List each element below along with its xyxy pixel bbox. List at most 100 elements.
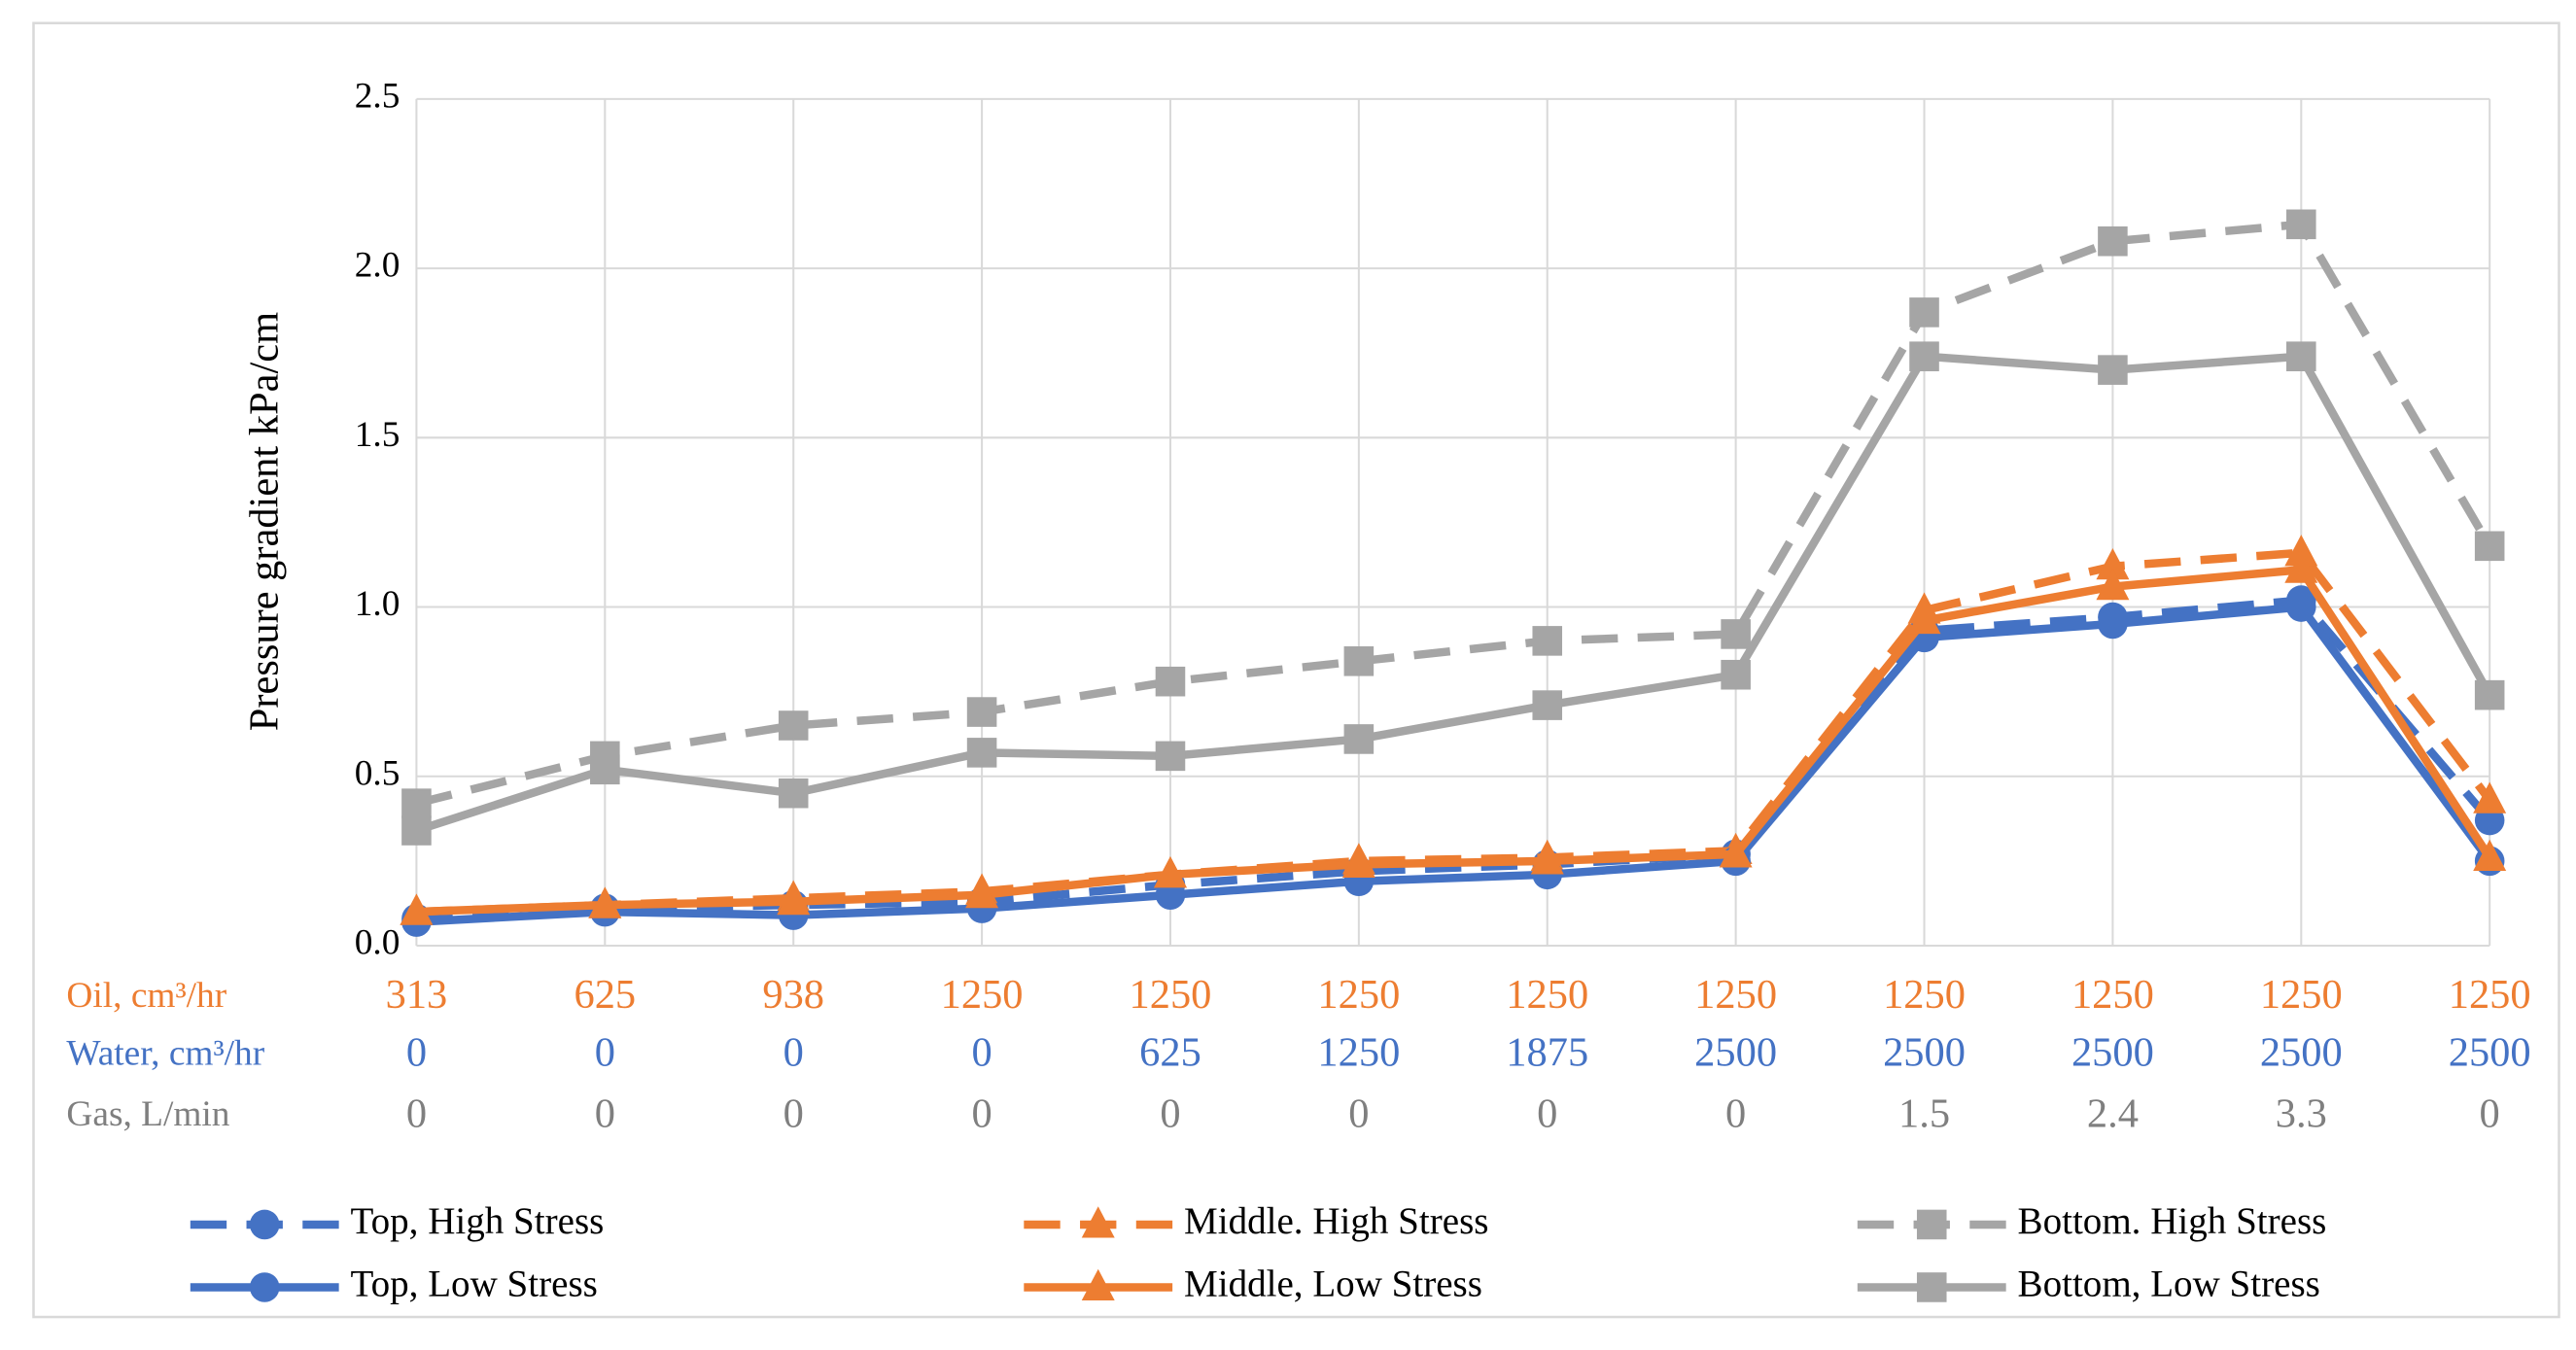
marker [2474, 531, 2505, 562]
marker [2096, 568, 2130, 601]
x-tick-label: 1250 [1130, 972, 1212, 1018]
marker [2096, 548, 2130, 580]
y-axis-title: Pressure gradient kPa/cm [241, 312, 287, 731]
y-tick-label: 1.0 [355, 584, 400, 624]
x-tick-label: 1250 [1883, 972, 1966, 1018]
y-tick-label: 2.5 [355, 76, 400, 116]
x-tick-label: 0 [783, 1029, 804, 1075]
marker [2473, 839, 2507, 871]
marker [965, 877, 999, 909]
x-tick-label: 0 [1348, 1090, 1369, 1136]
marker [2284, 535, 2318, 567]
marker [1721, 619, 1751, 649]
marker [966, 738, 997, 768]
x-tick-label: 0 [1537, 1090, 1557, 1136]
x-tick-label: 2500 [2260, 1029, 2343, 1075]
marker [2098, 355, 2128, 385]
x-tick-label: 313 [386, 972, 448, 1018]
marker [1081, 1268, 1115, 1301]
marker [2473, 781, 2507, 813]
y-tick-label: 0.5 [355, 753, 400, 793]
x-tick-label: 0 [1160, 1090, 1180, 1136]
x-tick-label: 2500 [1694, 1029, 1777, 1075]
marker [778, 778, 809, 809]
marker [1719, 836, 1753, 868]
marker [1155, 741, 1186, 772]
x-tick-label: 1250 [1317, 1029, 1400, 1075]
x-tick-label: 0 [595, 1029, 615, 1075]
y-tick-label: 2.0 [355, 246, 400, 286]
category-row-title: Gas, L/min [66, 1094, 229, 1134]
series-line [416, 603, 2493, 926]
marker [1532, 626, 1563, 656]
marker [401, 815, 432, 846]
x-tick-label: 1250 [1317, 972, 1400, 1018]
x-tick-label: 0 [783, 1090, 804, 1136]
marker [2098, 608, 2128, 640]
marker [2474, 679, 2505, 710]
x-tick-label: 2500 [2449, 1029, 2531, 1075]
x-tick-label: 0 [406, 1090, 427, 1136]
marker [1916, 1272, 1947, 1302]
marker [1081, 1206, 1115, 1238]
legend-label: Middle, Low Stress [1184, 1263, 1482, 1304]
x-tick-label: 938 [762, 972, 824, 1018]
x-tick-label: 0 [595, 1090, 615, 1136]
x-tick-label: 0 [971, 1029, 992, 1075]
marker [1532, 690, 1563, 720]
marker [1909, 341, 1939, 371]
series-line [415, 220, 2493, 808]
y-tick-label: 1.5 [355, 415, 400, 455]
marker [249, 1209, 280, 1240]
marker [2098, 225, 2128, 257]
marker [1341, 846, 1375, 878]
marker [1343, 646, 1375, 676]
x-tick-label: 1250 [2449, 972, 2531, 1018]
x-tick-label: 1250 [941, 972, 1024, 1018]
marker [778, 710, 809, 741]
x-tick-label: 1250 [2071, 972, 2154, 1018]
marker [400, 893, 434, 925]
x-tick-label: 3.3 [2276, 1090, 2327, 1136]
marker [1721, 659, 1751, 690]
marker [1530, 843, 1564, 875]
marker [1155, 666, 1186, 697]
x-tick-label: 2500 [1883, 1029, 1966, 1075]
x-tick-label: 2.4 [2087, 1090, 2139, 1136]
y-tick-label: 0.0 [355, 923, 400, 963]
x-tick-label: 0 [2480, 1090, 2500, 1136]
marker [1916, 1209, 1947, 1240]
x-tick-label: 625 [1139, 1029, 1201, 1075]
x-tick-label: 0 [406, 1029, 427, 1075]
legend-label: Top, Low Stress [351, 1263, 598, 1304]
x-tick-label: 1250 [2260, 972, 2343, 1018]
marker [590, 754, 620, 785]
series-line [416, 565, 2493, 917]
legend-label: Top, High Stress [351, 1200, 605, 1242]
category-row-title: Water, cm³/hr [66, 1033, 264, 1073]
marker [1153, 856, 1187, 888]
marker [2286, 592, 2316, 622]
marker [1343, 724, 1375, 754]
marker [2286, 341, 2316, 371]
x-tick-label: 2500 [2071, 1029, 2154, 1075]
series-line [415, 352, 2493, 835]
x-tick-label: 0 [1725, 1090, 1746, 1136]
legend-label: Bottom. High Stress [2018, 1200, 2327, 1242]
category-row-title: Oil, cm³/hr [66, 976, 226, 1016]
x-tick-label: 1250 [1506, 972, 1588, 1018]
marker [2286, 209, 2316, 240]
marker [966, 697, 997, 727]
legend-label: Bottom, Low Stress [2018, 1263, 2320, 1304]
series [400, 551, 2507, 925]
series [401, 341, 2505, 846]
legend-label: Middle. High Stress [1184, 1200, 1488, 1242]
x-tick-label: 0 [971, 1090, 992, 1136]
marker [1907, 602, 1941, 635]
marker [1909, 297, 1939, 328]
x-tick-label: 1250 [1694, 972, 1777, 1018]
marker [249, 1272, 280, 1302]
marker [2284, 551, 2318, 583]
